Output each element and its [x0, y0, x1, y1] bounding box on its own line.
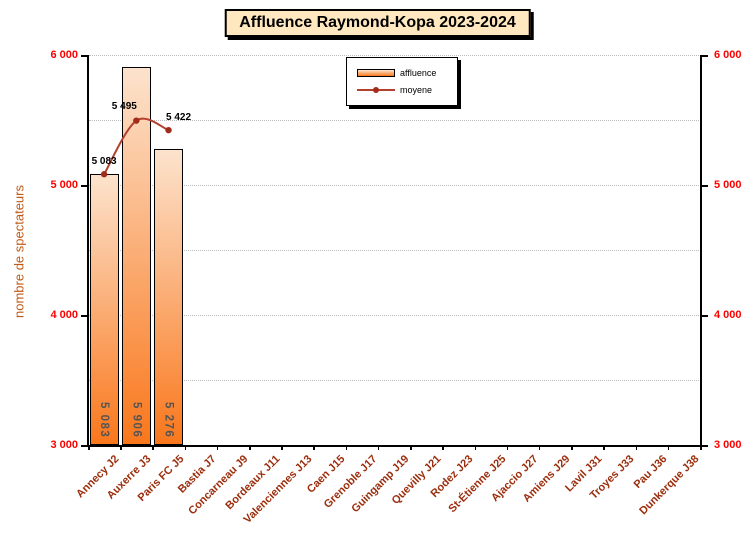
legend-label-moyene: moyene [400, 84, 433, 95]
y-tick-left [81, 445, 88, 447]
x-tick [667, 445, 670, 450]
x-axis [87, 445, 701, 447]
x-tick [345, 445, 348, 450]
legend-item-affluence: affluence [357, 64, 449, 81]
y-tick-label-right: 4 000 [714, 309, 742, 321]
gridline [89, 250, 699, 251]
bar: 5 083 [89, 174, 119, 445]
x-category-label: Dunkerque J38 [637, 453, 702, 518]
x-tick [635, 445, 638, 450]
gridline [89, 185, 699, 186]
x-tick [603, 445, 605, 450]
x-tick [216, 445, 219, 450]
x-tick [442, 445, 444, 450]
y-tick-right [701, 185, 708, 187]
y-tick-left [81, 185, 88, 187]
bar-swatch-icon [357, 68, 395, 77]
y-tick-label-right: 5 000 [714, 179, 742, 191]
legend-item-moyene: moyene [357, 81, 449, 98]
y-axis-left [87, 55, 89, 446]
y-tick-label-left: 3 000 [50, 439, 78, 451]
y-tick-left [81, 315, 88, 317]
y-axis-right [700, 55, 702, 446]
x-tick [120, 445, 122, 450]
gridline [89, 315, 699, 316]
bar: 5 906 [121, 67, 151, 445]
y-tick-right [701, 445, 708, 447]
gridline [89, 120, 699, 121]
line-value-label: 5 495 [111, 100, 137, 112]
x-tick [184, 445, 187, 450]
bar-value-label: 5 906 [130, 401, 143, 438]
y-tick-label-left: 4 000 [50, 309, 78, 321]
x-tick [700, 445, 702, 450]
bar-value-label: 5 276 [162, 401, 175, 438]
x-category-label: St-Étienne J25 [446, 453, 509, 516]
y-tick-label-left: 6 000 [50, 49, 78, 61]
x-tick [88, 445, 90, 450]
y-tick-label-right: 3 000 [714, 439, 742, 451]
legend-label-affluence: affluence [400, 67, 437, 78]
chart-title: Affluence Raymond-Kopa 2023-2024 [224, 9, 531, 37]
y-tick-right [701, 55, 708, 57]
x-tick [313, 445, 315, 450]
bar-value-label: 5 083 [98, 401, 111, 438]
line-marker [165, 126, 172, 134]
y-tick-label-right: 6 000 [714, 49, 742, 61]
y-tick-right [701, 315, 708, 317]
gridline [89, 380, 699, 381]
x-tick [571, 445, 573, 450]
x-tick [249, 445, 251, 450]
x-tick [281, 445, 283, 450]
x-tick [410, 445, 412, 450]
x-tick [538, 445, 541, 450]
y-tick-label-left: 5 000 [50, 179, 78, 191]
x-tick [152, 445, 154, 450]
line-value-label: 5 083 [91, 156, 117, 168]
y-tick-left [81, 55, 88, 57]
line-value-label: 5 422 [166, 112, 192, 124]
x-tick [506, 445, 509, 450]
line-marker-icon [357, 86, 395, 94]
bar: 5 276 [153, 149, 184, 445]
x-tick [377, 445, 380, 450]
gridline [89, 55, 699, 56]
legend: affluence moyene [346, 57, 458, 106]
x-tick [474, 445, 477, 450]
